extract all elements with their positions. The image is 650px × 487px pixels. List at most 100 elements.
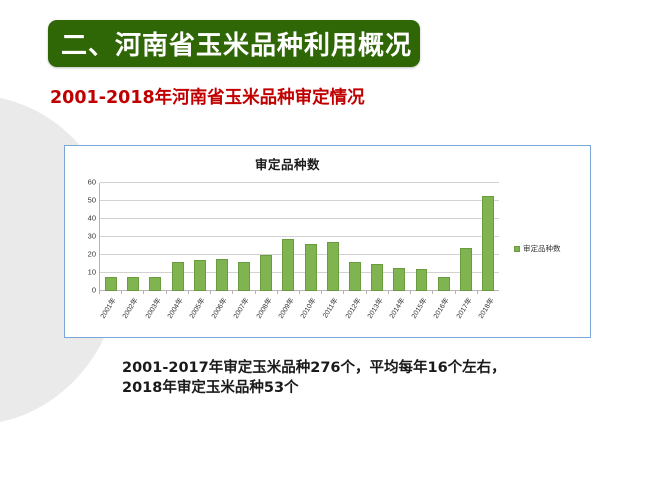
chart-x-tick-label: 2004年 [166, 297, 185, 320]
chart-x-tick-slot: 2017年 [454, 291, 477, 320]
chart-x-tick-label: 2009年 [277, 297, 296, 320]
section-title-banner: 二、河南省玉米品种利用概况 [48, 20, 420, 67]
chart-x-tick-mark [187, 291, 189, 294]
chart-bar[interactable] [149, 276, 162, 291]
chart-bar[interactable] [171, 262, 184, 291]
chart-x-tick-mark [387, 291, 389, 294]
chart-x-tick-mark [343, 291, 345, 294]
chart-y-tick-label: 60 [87, 177, 96, 187]
chart-bar[interactable] [193, 260, 206, 291]
chart-bar-slot [122, 183, 144, 291]
chart-bar-slot [366, 183, 388, 291]
chart-x-tick-slot: 2005年 [187, 291, 210, 320]
chart-x-tick-label: 2008年 [255, 297, 274, 320]
chart-x-tick-mark [254, 291, 256, 294]
chart-bar-slot [433, 183, 455, 291]
chart-bar[interactable] [260, 255, 273, 291]
chart-bar[interactable] [371, 264, 384, 291]
chart-y-tick-label: 30 [87, 231, 96, 241]
page-title: 二、河南省玉米品种利用概况 [61, 31, 413, 61]
chart-x-tick-mark [410, 291, 412, 294]
chart-x-tick-slot: 2014年 [387, 291, 410, 320]
chart-bar[interactable] [393, 267, 406, 291]
chart-bar[interactable] [127, 276, 140, 291]
chart-bar-slot [277, 183, 299, 291]
chart-x-tick-label: 2018年 [477, 297, 496, 320]
chart-x-tick-label: 2017年 [455, 297, 474, 320]
chart-bar[interactable] [459, 247, 472, 291]
chart-y-tick-label: 50 [87, 195, 96, 205]
chart-gridline: 20 [88, 250, 499, 259]
chart-x-tick-label: 2010年 [299, 297, 318, 320]
chart-bar-slot [388, 183, 410, 291]
chart-x-tick-slot: 2008年 [254, 291, 277, 320]
chart-bar[interactable] [415, 269, 428, 291]
legend-item-label: 审定品种数 [523, 244, 561, 253]
chart-x-tick-label: 2012年 [344, 297, 363, 320]
chart-x-tick-label: 2014年 [388, 297, 407, 320]
chart-x-tick-mark [210, 291, 212, 294]
chart-x-tick-slot: 2007年 [232, 291, 254, 320]
chart-x-tick-slot: 2015年 [410, 291, 432, 320]
chart-x-tick-slot: 2011年 [321, 291, 343, 319]
chart-bar-slot [255, 183, 277, 291]
chart-gridline: 40 [88, 214, 499, 223]
chart-x-tick-mark [298, 291, 300, 294]
chart-subtitle-heading: 2001-2018年河南省玉米品种审定情况 [50, 88, 365, 108]
chart-bar[interactable] [437, 276, 450, 291]
chart-x-tick-mark [99, 291, 100, 294]
chart-y-tick-label: 0 [91, 285, 96, 295]
chart-bar-slot [144, 183, 166, 291]
chart-x-tick-mark [232, 291, 234, 294]
chart-x-tick-mark [454, 291, 456, 294]
chart-x-tick-mark [476, 291, 478, 294]
chart-bar-slot [410, 183, 432, 291]
chart-x-tick-mark [121, 291, 123, 294]
chart-gridline: 0 [92, 286, 499, 295]
chart-bar[interactable] [282, 238, 295, 291]
chart-x-tick-label: 2005年 [188, 297, 207, 320]
legend-swatch-icon [514, 245, 520, 252]
chart-bar-slot [167, 183, 189, 291]
chart-bars-layer [100, 183, 499, 291]
chart-x-tick-slot: 2018年 [476, 291, 499, 320]
chart-x-tick-slot: 2006年 [210, 291, 232, 320]
chart-bar[interactable] [482, 195, 494, 291]
chart-x-tick-label: 2011年 [322, 297, 340, 320]
chart-bar-slot [233, 183, 255, 291]
chart-x-tick-label: 2001年 [99, 297, 118, 320]
chart-x-tick-label: 2016年 [433, 297, 452, 320]
chart-bar[interactable] [238, 262, 251, 291]
chart-x-tick-label: 2015年 [410, 297, 429, 320]
chart-bar-slot [455, 183, 477, 291]
chart-y-tick-label: 20 [87, 249, 96, 259]
chart-y-tick-label: 10 [87, 267, 96, 277]
chart-x-tick-slot: 2001年 [99, 291, 121, 320]
chart-x-tick-mark [143, 291, 145, 294]
chart-bar[interactable] [215, 258, 228, 291]
chart-x-tick-slot: 2012年 [343, 291, 365, 320]
chart-bar-slot [344, 183, 366, 291]
chart-gridline: 50 [88, 196, 499, 205]
chart-x-tick-slot: 2009年 [276, 291, 299, 320]
chart-bar[interactable] [326, 242, 339, 291]
chart-x-tick-label: 2002年 [122, 297, 140, 320]
chart-x-axis: 2001年 2002年 2003年 2004年 2005年 2006年 2007年 2008年… [99, 291, 499, 320]
chart-bar-slot [300, 183, 322, 291]
chart-bar-slot [322, 183, 344, 291]
chart-bar[interactable] [105, 276, 118, 291]
chart-gridline: 60 [88, 178, 499, 187]
summary-line-2: 2018年审定玉米品种53个 [122, 380, 299, 396]
chart-bar[interactable] [304, 244, 317, 291]
chart-bar-slot [477, 183, 499, 291]
chart-x-tick-slot: 2004年 [165, 291, 188, 320]
chart-bar[interactable] [348, 262, 361, 291]
chart-bar-slot [211, 183, 233, 291]
chart-x-tick-mark [321, 291, 323, 294]
chart-plot-wrapper: 0 10 20 30 40 50 60 [88, 178, 499, 295]
chart-y-tick-label: 40 [87, 213, 96, 223]
chart-x-tick-slot: 2010年 [298, 291, 321, 320]
chart-plot-area: 0 10 20 30 40 50 60 [88, 178, 499, 295]
chart-x-tick-slot: 2016年 [432, 291, 454, 320]
